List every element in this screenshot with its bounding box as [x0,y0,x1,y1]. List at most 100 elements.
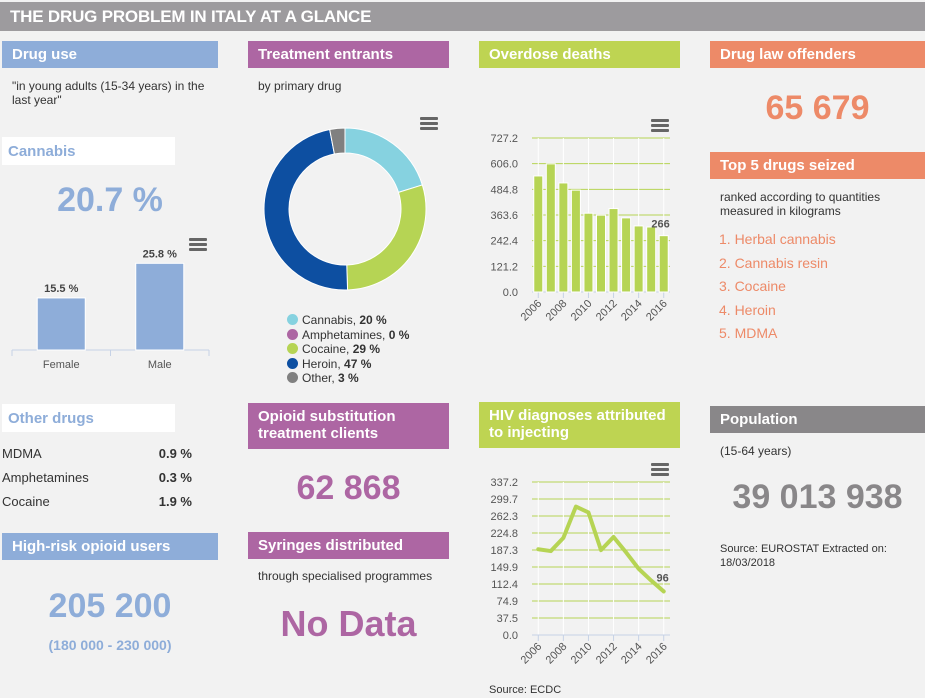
hiv-injecting-chart: 0.0 37.5 74.9 112.4 149.9 187.3 224.8 262.3 299.… [490,477,670,667]
last-value-label: 266 [651,219,669,231]
donut-slice-cannabis [344,127,423,193]
legend-label: Heroin, [302,356,345,371]
bar-2016 [658,235,669,293]
legend-value: 3 % [338,371,359,385]
data-point-2006 [537,548,539,550]
hiv-source: Source: ECDC [489,684,562,696]
data-point-2009 [575,506,577,508]
seized-item: 1. Herbal cannabis [719,231,836,247]
drug-law-offenders-header: Drug law offenders [710,41,925,68]
x-tick-label: 2014 [619,641,645,667]
x-tick-label: 2016 [644,641,670,667]
legend-item-amphetamines[interactable]: Amphetamines, 0 % [287,328,409,342]
x-tick-label: 2008 [544,641,570,667]
high-risk-opioid-value: 205 200 [48,587,172,625]
population-value: 39 013 938 [732,478,903,516]
other-drug-value: 1.9 % [158,494,192,509]
other-drug-name: Amphetamines [2,470,89,485]
bar-2008 [558,182,569,293]
drug-use-description: "in young adults (15-34 years) in the la… [12,79,205,107]
high-risk-opioid-range: (180 000 - 230 000) [48,637,172,653]
bar-2015 [646,226,657,293]
hiv-chart-menu-icon[interactable] [651,463,669,477]
bar-2012 [608,208,619,293]
bar-2009 [570,189,581,293]
treatment-entrants-header: Treatment entrants [248,41,449,68]
legend-item-cocaine[interactable]: Cocaine, 29 % [287,342,380,356]
data-point-2007 [550,550,552,552]
hiv-series-line [536,504,666,594]
overdose-deaths-header: Overdose deaths [479,41,680,68]
y-tick-label: 299.7 [490,494,518,506]
legend-marker-icon [287,357,298,369]
other-drugs-subheader: Other drugs [2,404,175,432]
cannabis-subheader: Cannabis [2,137,175,165]
population-description: (15-64 years) [720,444,792,458]
overdose-deaths-chart: 0.0 121.2 242.4 363.6 484.8 606.0 727.2 2006 200… [490,133,670,324]
hiv-injecting-header: HIV diagnoses attributed to injecting [479,402,680,448]
bar-male [135,262,185,351]
y-tick-label: 606.0 [490,159,518,171]
y-tick-label: 337.2 [490,477,518,489]
x-tick-label: 2014 [619,298,645,324]
y-tick-label: 37.5 [497,613,518,625]
legend-item-other[interactable]: Other, 3 % [287,371,359,385]
y-tick-label: 242.4 [490,236,518,248]
bar-value-label: 25.8 % [143,250,177,260]
syringes-description: through specialised programmes [258,569,433,583]
legend-label: Other, [302,371,339,385]
cannabis-gender-chart: 15.5 % Female 25.8 % Male [11,250,210,371]
seized-item: 2. Cannabis resin [719,254,828,271]
legend-item-heroin[interactable]: Heroin, 47 % [287,357,371,371]
y-tick-label: 262.3 [490,511,518,523]
population-source: Source: EUROSTAT Extracted on: 18/03/201… [720,543,887,569]
data-point-2011 [600,549,602,551]
donut-slice-heroin [263,128,349,291]
data-point-2012 [613,536,615,538]
overdose-chart-menu-icon[interactable] [651,119,669,133]
seized-item: 5. MDMA [719,325,778,341]
legend-item-cannabis[interactable]: Cannabis, 20 % [287,313,387,327]
y-tick-label: 149.9 [490,562,518,574]
bar-2013 [621,217,632,293]
legend-value: 29 % [352,342,381,356]
legend-value: 0 % [388,327,410,342]
legend-marker-icon [287,343,298,354]
y-tick-label: 0.0 [503,287,518,299]
treatment-chart-menu-icon[interactable] [420,117,438,131]
data-point-2013 [625,551,627,553]
y-tick-label: 74.9 [497,596,518,608]
y-tick-label: 363.6 [490,210,518,222]
legend-value: 47 % [344,356,372,371]
bar-female [36,297,86,351]
donut-slice-other [329,127,346,155]
other-drug-value: 0.9 % [158,446,192,461]
opioid-substitution-header: Opioid substitution treatment clients [248,403,449,449]
opioid-substitution-value: 62 868 [296,469,401,507]
drug-law-offenders-value: 65 679 [765,89,870,127]
last-value-label: 96 [656,572,668,584]
data-point-2014 [638,568,640,570]
syringes-header: Syringes distributed [248,532,449,559]
y-tick-label: 727.2 [490,133,518,145]
bar-2011 [596,214,606,293]
x-tick-label: 2012 [594,641,620,667]
treatment-entrants-donut-chart [263,127,427,291]
cannabis-chart-menu-icon[interactable] [189,238,207,252]
bar-value-label: 15.5 % [44,283,78,295]
treatment-entrants-description: by primary drug [258,79,342,93]
bar-2014 [633,225,644,293]
data-point-2016 [663,590,665,592]
y-tick-label: 0.0 [503,630,518,642]
bar-2007 [545,163,556,293]
page-header-bar: THE DRUG PROBLEM IN ITALY AT A GLANCE [0,2,925,31]
y-tick-label: 484.8 [490,184,518,196]
other-drug-name: Cocaine [2,494,50,509]
data-point-2015 [650,580,652,582]
x-tick-label: 2006 [519,641,545,667]
legend-label: Cocaine, [302,342,353,356]
population-header: Population [710,406,925,433]
treatment-entrants-legend: Cannabis, 20 % Amphetamines, 0 % Cocaine, … [287,313,447,385]
page-title: THE DRUG PROBLEM IN ITALY AT A GLANCE [10,7,372,26]
data-point-2008 [562,537,564,539]
